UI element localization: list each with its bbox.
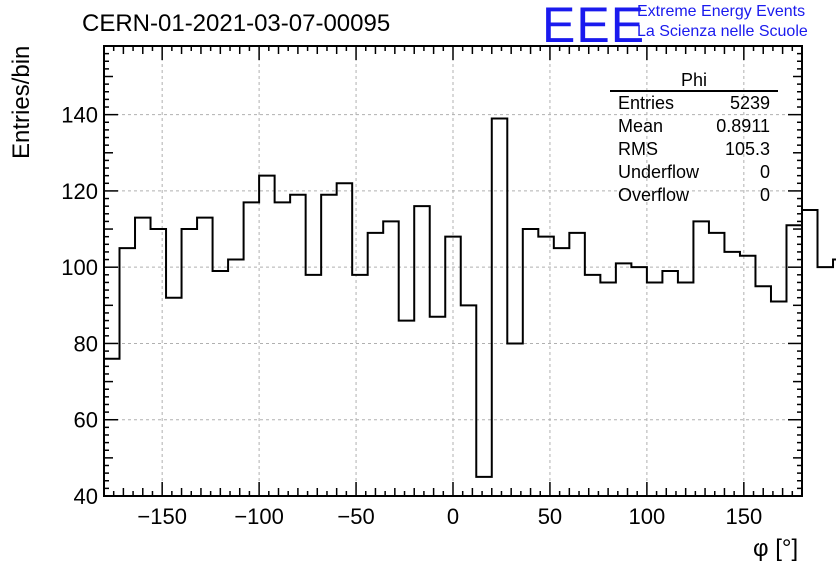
x-tick-label: 100	[629, 504, 666, 529]
y-tick-label: 40	[74, 484, 98, 509]
histogram-line	[103, 117, 836, 496]
stats-value: 0	[759, 162, 770, 182]
x-axis-label: φ [°]	[753, 535, 799, 562]
stats-label: Underflow	[618, 162, 700, 182]
stats-row-overflow: Overflow 0	[610, 184, 778, 207]
eee-logo: EEE	[542, 0, 646, 53]
stats-row-entries: Entries 5239	[610, 92, 778, 115]
stats-value: 5239	[729, 93, 770, 113]
chart-title: CERN-01-2021-03-07-00095	[82, 10, 391, 37]
x-tick-labels: −150 −100 −50 0 50 100 150	[137, 504, 762, 529]
stats-value: 105.3	[724, 139, 770, 159]
logo-caption-line2: La Scienza nelle Scuole	[637, 23, 808, 40]
stats-box: Phi Entries 5239 Mean 0.8911 RMS 105.3 U…	[610, 70, 778, 207]
stats-title: Phi	[610, 70, 778, 92]
x-tick-label: 0	[447, 504, 459, 529]
y-tick-label: 120	[61, 179, 98, 204]
x-tick-label: −100	[234, 504, 284, 529]
y-axis-label: Entries/bin	[8, 45, 35, 159]
stats-label: Entries	[618, 93, 675, 113]
stats-row-rms: RMS 105.3	[610, 138, 778, 161]
stats-row-mean: Mean 0.8911	[610, 115, 778, 138]
y-tick-labels: 40 60 80 100 120 140	[61, 103, 98, 509]
stats-label: Overflow	[618, 185, 690, 205]
axis-ticks	[104, 45, 802, 496]
stats-value: 0.8911	[716, 116, 770, 136]
x-tick-label: 150	[725, 504, 762, 529]
y-tick-label: 80	[74, 331, 98, 356]
x-tick-label: −150	[137, 504, 187, 529]
y-tick-label: 100	[61, 255, 98, 280]
stats-row-underflow: Underflow 0	[610, 161, 778, 184]
stats-value: 0	[759, 185, 770, 205]
x-tick-label: −50	[337, 504, 374, 529]
y-tick-label: 140	[61, 103, 98, 128]
x-tick-label: 50	[538, 504, 562, 529]
stats-label: RMS	[618, 139, 658, 159]
y-tick-label: 60	[74, 408, 98, 433]
logo-caption-line1: Extreme Energy Events	[637, 3, 806, 20]
stats-label: Mean	[618, 116, 664, 136]
